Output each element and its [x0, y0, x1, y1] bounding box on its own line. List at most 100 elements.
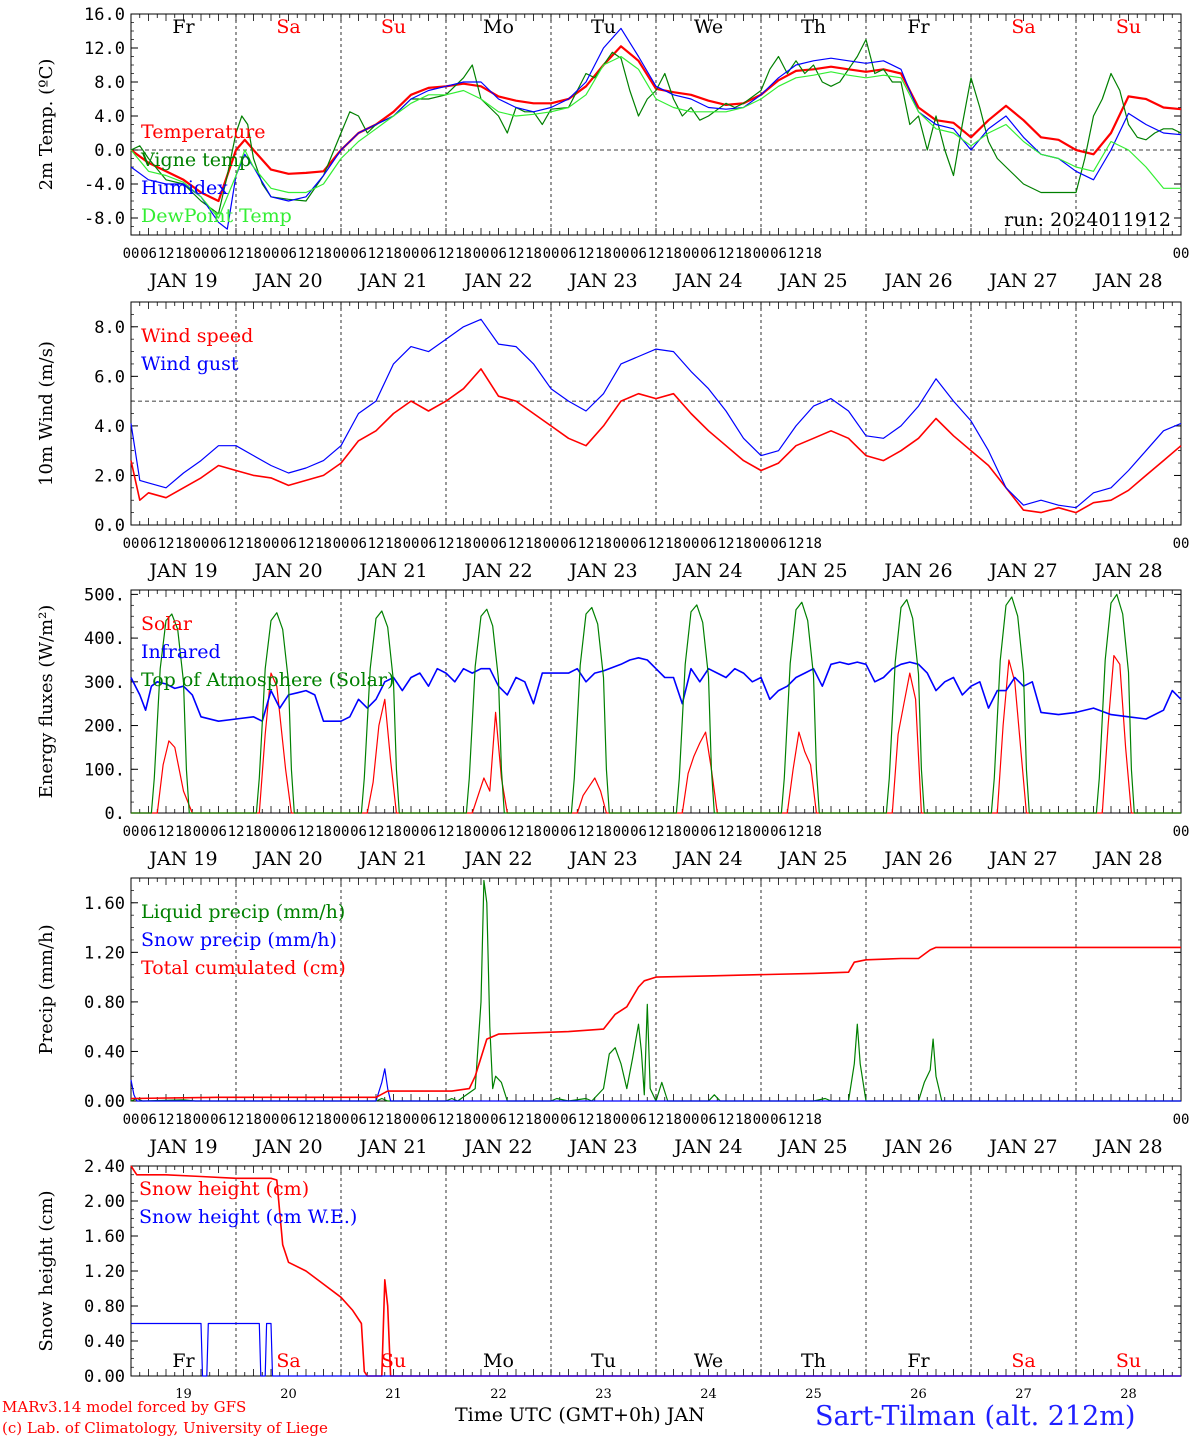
hour-tick-label: 00 [263, 536, 280, 552]
weekday-label: We [694, 16, 723, 38]
hour-tick-label: 00 [193, 536, 210, 552]
y-axis-title-energy: Energy fluxes (W/m²) [36, 605, 57, 799]
series-line-temp [130, 55, 1181, 219]
hour-tick-label: 18 [385, 536, 402, 552]
date-label: JAN 23 [567, 270, 637, 292]
y-tick-label: 8.0 [94, 318, 125, 338]
y-tick-label: 6.0 [94, 367, 125, 387]
weekday-label: Fr [172, 16, 195, 38]
date-label: JAN 22 [462, 848, 532, 870]
date-label: JAN 20 [252, 848, 322, 870]
hour-tick-label: 00 [333, 246, 350, 262]
hour-tick-label: 12 [718, 536, 735, 552]
hour-tick-label: 06 [700, 246, 717, 262]
series-line-wind [130, 368, 1182, 514]
hour-tick-label: 00 [403, 536, 420, 552]
date-label: JAN 28 [1092, 848, 1162, 870]
hour-tick-label: 06 [490, 824, 507, 840]
hour-tick-label: 00 [543, 1112, 560, 1128]
date-label: JAN 20 [252, 270, 322, 292]
date-label: JAN 21 [357, 270, 427, 292]
weekday-label: Th [801, 1350, 826, 1372]
hour-tick-label: 00 [193, 824, 210, 840]
hour-tick-label: 06 [280, 1112, 297, 1128]
hour-tick-label: 06 [350, 1112, 367, 1128]
date-label: JAN 25 [777, 270, 847, 292]
date-label: JAN 28 [1092, 1136, 1162, 1158]
hour-tick-label: 18 [245, 824, 262, 840]
hour-tick-label: 06 [280, 246, 297, 262]
hour-tick-label: 12 [298, 824, 315, 840]
hour-tick-label: 00 [543, 536, 560, 552]
hour-tick-label: 06 [140, 824, 157, 840]
y-tick-label: 8.0 [94, 73, 125, 93]
hour-tick-label: 18 [175, 246, 192, 262]
hour-tick-label: 00 [403, 1112, 420, 1128]
hour-tick-label: 12 [788, 1112, 805, 1128]
hour-tick-label: 18 [665, 246, 682, 262]
hour-tick-label: 18 [595, 246, 612, 262]
hour-tick-label: 12 [438, 1112, 455, 1128]
hour-tick-label: 00 [613, 1112, 630, 1128]
hour-tick-label: 12 [718, 824, 735, 840]
hour-tick-label: 00 [1173, 536, 1190, 552]
hour-tick-label: 12 [718, 246, 735, 262]
date-label: JAN 21 [357, 848, 427, 870]
legend-entry: Snow precip (mm/h) [141, 929, 337, 951]
hour-tick-label: 12 [298, 1112, 315, 1128]
date-label: JAN 22 [462, 270, 532, 292]
legend-entry: Wind gust [141, 353, 239, 375]
date-label: JAN 24 [672, 270, 742, 292]
weekday-label: Su [381, 1350, 406, 1372]
y-tick-label: 300. [84, 673, 125, 693]
y-axis-title-precip: Precip (mm/h) [36, 924, 57, 1054]
day-number-label: 23 [595, 1387, 612, 1402]
date-label: JAN 27 [987, 560, 1057, 582]
hour-tick-label: 00 [1173, 246, 1190, 262]
y-tick-label: 0.80 [84, 1297, 125, 1317]
y-tick-label: 4.0 [94, 107, 125, 127]
weekday-label: Sa [276, 16, 300, 38]
date-label: JAN 20 [252, 560, 322, 582]
hour-tick-label: 18 [175, 536, 192, 552]
hour-tick-label: 00 [753, 824, 770, 840]
hour-tick-label: 18 [245, 246, 262, 262]
hour-tick-label: 18 [315, 246, 332, 262]
hour-tick-label: 00 [613, 536, 630, 552]
date-label: JAN 25 [777, 560, 847, 582]
hour-tick-label: 00 [683, 824, 700, 840]
date-label: JAN 21 [357, 1136, 427, 1158]
hour-tick-label: 00 [683, 1112, 700, 1128]
hour-tick-label: 12 [788, 536, 805, 552]
hour-tick-label: 12 [298, 536, 315, 552]
y-tick-label: 4.0 [94, 417, 125, 437]
date-label: JAN 27 [987, 270, 1057, 292]
hour-tick-label: 00 [333, 536, 350, 552]
hour-tick-label: 06 [560, 246, 577, 262]
date-label: JAN 23 [567, 1136, 637, 1158]
day-number-label: 20 [280, 1387, 297, 1402]
legend-entry: Liquid precip (mm/h) [141, 901, 345, 923]
weekday-label: Fr [907, 1350, 930, 1372]
hour-tick-label: 18 [245, 1112, 262, 1128]
hour-tick-label: 00 [753, 1112, 770, 1128]
hour-tick-label: 06 [490, 1112, 507, 1128]
hour-tick-label: 18 [665, 824, 682, 840]
hour-tick-label: 06 [420, 246, 437, 262]
hour-tick-label: 18 [385, 1112, 402, 1128]
hour-tick-label: 12 [648, 246, 665, 262]
hour-tick-label: 00 [123, 536, 140, 552]
y-tick-label: 0.0 [94, 516, 125, 536]
date-label: JAN 22 [462, 560, 532, 582]
hour-tick-label: 12 [368, 536, 385, 552]
legend-entry: DewPoint Temp [141, 205, 292, 227]
y-tick-label: 0. [105, 804, 125, 824]
hour-tick-label: 00 [333, 1112, 350, 1128]
hour-tick-label: 12 [508, 536, 525, 552]
hour-tick-label: 12 [648, 824, 665, 840]
y-tick-label: 2.0 [94, 466, 125, 486]
hour-tick-label: 00 [263, 824, 280, 840]
hour-tick-label: 00 [613, 824, 630, 840]
date-label: JAN 27 [987, 848, 1057, 870]
hour-tick-label: 18 [175, 824, 192, 840]
